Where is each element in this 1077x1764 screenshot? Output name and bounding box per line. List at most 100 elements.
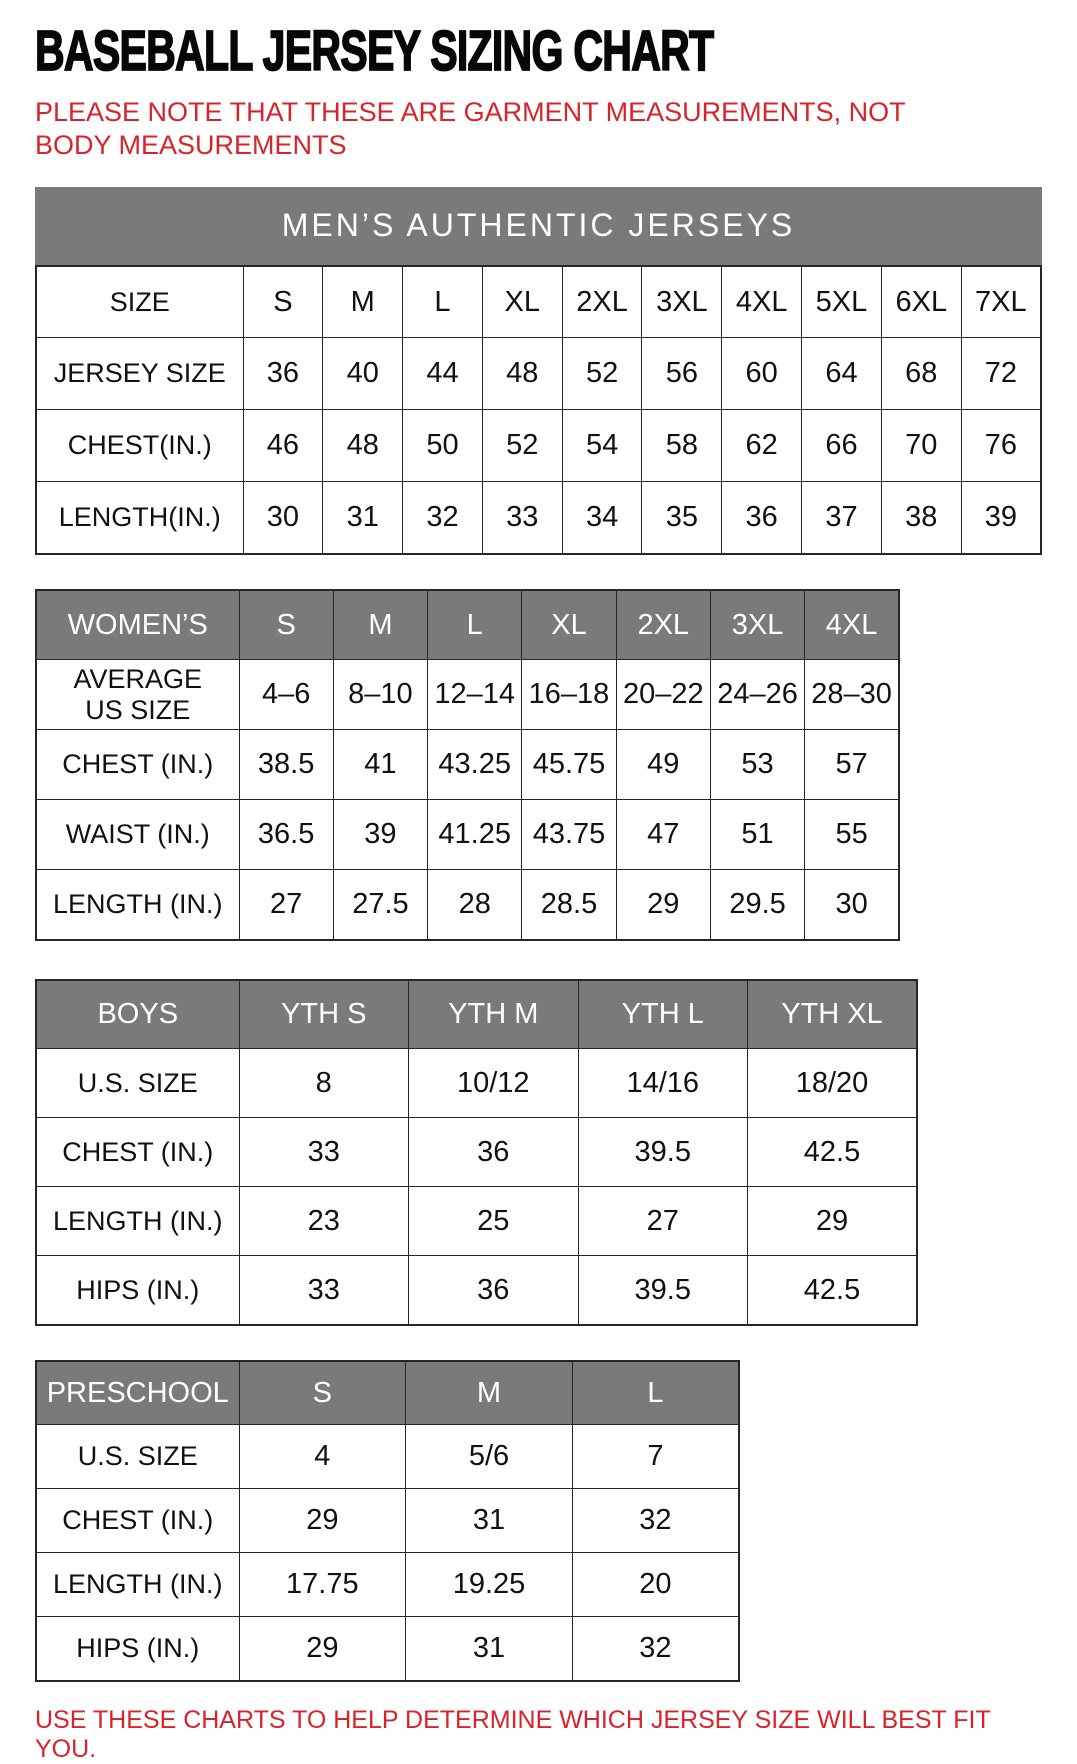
value-cell: 20 — [571, 1552, 740, 1618]
row-label: U.S. SIZE — [35, 1048, 240, 1119]
mens-table: SIZE S M L XL 2XL 3XL 4XL 5XL 6XL 7XL JERSEY SIZE 36… — [35, 264, 1042, 555]
value-cell: 40 — [322, 337, 404, 411]
value-cell: 29 — [747, 1186, 918, 1257]
value-cell: 49 — [615, 729, 711, 801]
value-cell: 31 — [405, 1488, 573, 1554]
value-cell: 29 — [238, 1488, 407, 1554]
tables-container: MEN’S AUTHENTIC JERSEYS SIZE S M L XL 2XL 3XL 4X… — [35, 186, 1042, 1682]
value-cell: 45.75 — [521, 729, 617, 801]
value-cell: S — [242, 265, 324, 339]
value-cell: 64 — [801, 337, 882, 411]
value-cell: 36 — [408, 1255, 579, 1326]
column-header: L — [427, 589, 523, 661]
value-cell: 48 — [481, 337, 563, 411]
value-cell: 25 — [408, 1186, 579, 1257]
value-cell: 36 — [242, 337, 324, 411]
row-label: WAIST (IN.) — [35, 799, 240, 871]
value-cell: 58 — [641, 409, 723, 483]
header-row: BOYS YTH S YTH M YTH L YTH XL — [35, 979, 918, 1050]
value-cell: 38.5 — [238, 729, 334, 801]
table-row: LENGTH(IN.) 30 31 32 33 34 35 36 37 38 39 — [35, 481, 1042, 555]
value-cell: 43.75 — [521, 799, 617, 871]
value-cell: 36.5 — [238, 799, 334, 871]
value-cell: 24–26 — [709, 659, 806, 731]
value-cell: 51 — [709, 799, 806, 871]
value-cell: 44 — [402, 337, 483, 411]
row-label: AVERAGE US SIZE — [35, 659, 240, 731]
row-label: LENGTH (IN.) — [35, 1186, 240, 1257]
value-cell: 35 — [641, 481, 723, 555]
table-row: CHEST(IN.) 46 48 50 52 54 58 62 66 70 76 — [35, 409, 1042, 483]
value-cell: 53 — [709, 729, 806, 801]
womens-table: WOMEN’S S M L XL 2XL 3XL 4XL AVERAGE US SIZE 4–6 8… — [35, 588, 900, 941]
row-label: CHEST (IN.) — [35, 1488, 240, 1554]
garment-measurements-note: PLEASE NOTE THAT THESE ARE GARMENT MEASU… — [35, 97, 906, 160]
value-cell: 12–14 — [427, 659, 523, 731]
mens-section: MEN’S AUTHENTIC JERSEYS SIZE S M L XL 2XL 3XL 4X… — [35, 186, 1042, 555]
value-cell: 39 — [960, 481, 1042, 555]
value-cell: 16–18 — [521, 659, 617, 731]
value-cell: 31 — [322, 481, 404, 555]
header-row: PRESCHOOL S M L — [35, 1360, 740, 1426]
table-row: LENGTH (IN.) 27 27.5 28 28.5 29 29.5 30 — [35, 869, 900, 941]
value-cell: 28.5 — [521, 869, 617, 941]
value-cell: 33 — [238, 1255, 409, 1326]
column-header: XL — [521, 589, 617, 661]
value-cell: 56 — [641, 337, 723, 411]
preschool-section: PRESCHOOL S M L U.S. SIZE 4 5/6 7 CHEST (IN.) 29 3… — [35, 1359, 1042, 1682]
value-cell: 28–30 — [804, 659, 900, 731]
value-cell: 5/6 — [405, 1424, 573, 1490]
value-cell: 57 — [804, 729, 900, 801]
value-cell: 66 — [801, 409, 882, 483]
value-cell: 14/16 — [577, 1048, 748, 1119]
boys-table: BOYS YTH S YTH M YTH L YTH XL U.S. SIZE 8 10/12… — [35, 978, 918, 1326]
value-cell: M — [322, 265, 404, 339]
value-cell: 33 — [481, 481, 563, 555]
value-cell: 32 — [402, 481, 483, 555]
value-cell: 7 — [571, 1424, 740, 1490]
row-label: JERSEY SIZE — [35, 337, 244, 411]
value-cell: 31 — [405, 1616, 573, 1682]
table-row: WAIST (IN.) 36.5 39 41.25 43.75 47 51 55 — [35, 799, 900, 871]
value-cell: 42.5 — [747, 1117, 918, 1188]
row-label: CHEST (IN.) — [35, 729, 240, 801]
value-cell: 30 — [242, 481, 324, 555]
column-header: YTH M — [408, 979, 579, 1050]
preschool-header-label: PRESCHOOL — [35, 1360, 240, 1426]
table-row: CHEST (IN.) 29 31 32 — [35, 1488, 740, 1554]
value-cell: 39.5 — [577, 1255, 748, 1326]
value-cell: 39 — [332, 799, 429, 871]
value-cell: 68 — [880, 337, 962, 411]
value-cell: 3XL — [641, 265, 723, 339]
value-cell: 60 — [721, 337, 803, 411]
value-cell: 8–10 — [332, 659, 429, 731]
value-cell: 42.5 — [747, 1255, 918, 1326]
value-cell: 50 — [402, 409, 483, 483]
value-cell: 70 — [880, 409, 962, 483]
value-cell: 27 — [238, 869, 334, 941]
value-cell: 8 — [238, 1048, 409, 1119]
value-cell: 62 — [721, 409, 803, 483]
value-cell: 4–6 — [238, 659, 334, 731]
table-row: LENGTH (IN.) 17.75 19.25 20 — [35, 1552, 740, 1618]
column-header: S — [238, 1360, 407, 1426]
value-cell: 7XL — [960, 265, 1042, 339]
table-row: AVERAGE US SIZE 4–6 8–10 12–14 16–18 20–22 24–… — [35, 659, 900, 731]
footer-note: USE THESE CHARTS TO HELP DETERMINE WHICH… — [35, 1705, 991, 1763]
row-label: U.S. SIZE — [35, 1424, 240, 1490]
value-cell: 32 — [571, 1616, 740, 1682]
table-row: JERSEY SIZE 36 40 44 48 52 56 60 64 68 72 — [35, 337, 1042, 411]
row-label: SIZE — [35, 265, 244, 339]
value-cell: 29.5 — [709, 869, 806, 941]
value-cell: 76 — [960, 409, 1042, 483]
column-header: 2XL — [615, 589, 711, 661]
table-row: U.S. SIZE 8 10/12 14/16 18/20 — [35, 1048, 918, 1119]
value-cell: 52 — [481, 409, 563, 483]
value-cell: 41 — [332, 729, 429, 801]
value-cell: 33 — [238, 1117, 409, 1188]
value-cell: 29 — [238, 1616, 407, 1682]
preschool-table: PRESCHOOL S M L U.S. SIZE 4 5/6 7 CHEST (IN.) 29 3… — [35, 1359, 740, 1682]
value-cell: 37 — [801, 481, 882, 555]
value-cell: 17.75 — [238, 1552, 407, 1618]
